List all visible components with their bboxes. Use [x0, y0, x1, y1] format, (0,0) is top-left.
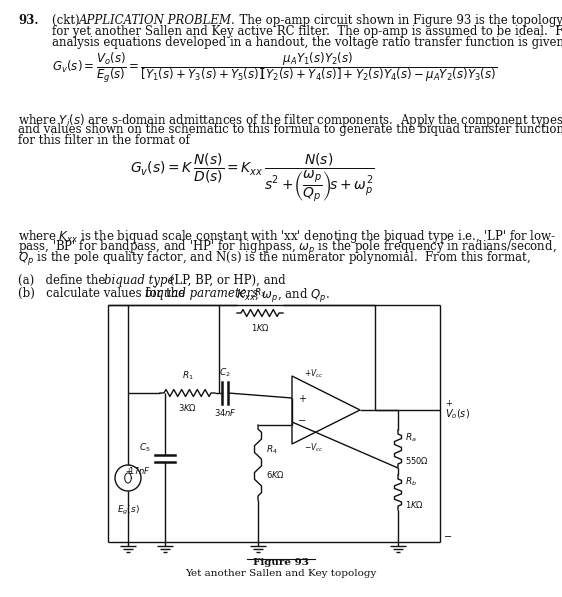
Text: $1K\Omega$: $1K\Omega$ — [251, 322, 269, 333]
Text: $R_a$: $R_a$ — [405, 432, 417, 444]
Text: +: + — [125, 466, 131, 475]
Text: biquad parameters: biquad parameters — [145, 287, 259, 300]
Text: Figure 93: Figure 93 — [253, 558, 309, 567]
Text: $17nF$: $17nF$ — [128, 464, 151, 475]
Text: $Q_p$ is the pole quality factor, and N(s) is the numerator polynomial.  From th: $Q_p$ is the pole quality factor, and N(… — [18, 250, 531, 268]
Text: −: − — [298, 416, 306, 426]
Text: $V_o(s)$: $V_o(s)$ — [445, 407, 470, 421]
Text: (LP, BP, or HP), and: (LP, BP, or HP), and — [166, 274, 285, 287]
Text: $K_{xx}$, $\omega_p$, and $Q_p$.: $K_{xx}$, $\omega_p$, and $Q_p$. — [233, 287, 330, 305]
Text: (a)   define the: (a) define the — [18, 274, 109, 287]
Text: $1K\Omega$: $1K\Omega$ — [405, 498, 424, 509]
Text: $34nF$: $34nF$ — [214, 407, 237, 418]
Text: $R_b$: $R_b$ — [405, 475, 417, 488]
Text: where $Y_i(s)$ are s-domain admittances of the filter components.  Apply the com: where $Y_i(s)$ are s-domain admittances … — [18, 112, 562, 129]
Text: The op-amp circuit shown in Figure 93 is the topology: The op-amp circuit shown in Figure 93 is… — [232, 14, 562, 27]
Text: (ckt): (ckt) — [52, 14, 83, 27]
Text: $550\Omega$: $550\Omega$ — [405, 455, 429, 466]
Text: $E_g(s)$: $E_g(s)$ — [116, 504, 139, 517]
Text: +: + — [445, 399, 452, 408]
Text: for yet another Sallen and Key active RC filter.  The op-amp is assumed to be id: for yet another Sallen and Key active RC… — [52, 25, 562, 38]
Text: pass, 'BP' for bandpass, and 'HP' for highpass, $\omega_p$ is the pole frequency: pass, 'BP' for bandpass, and 'HP' for hi… — [18, 239, 557, 257]
Text: and values shown on the schematic to this formula to generate the biquad transfe: and values shown on the schematic to thi… — [18, 123, 562, 136]
Text: $R_4$: $R_4$ — [266, 444, 278, 457]
Text: $C_2$: $C_2$ — [219, 367, 231, 379]
Text: Yet another Sallen and Key topology: Yet another Sallen and Key topology — [185, 569, 377, 578]
Text: 93.: 93. — [18, 14, 39, 27]
Text: $3K\Omega$: $3K\Omega$ — [178, 402, 197, 413]
Text: for this filter in the format of: for this filter in the format of — [18, 134, 190, 147]
Text: $R_1$: $R_1$ — [182, 370, 193, 382]
Text: +: + — [298, 394, 306, 404]
Text: APPLICATION PROBLEM.: APPLICATION PROBLEM. — [79, 14, 235, 27]
Text: $G_{\mathit{v}}(s) = K\,\dfrac{N(s)}{D(s)} = K_{xx}\,\dfrac{N(s)}{s^2 + \!\left(: $G_{\mathit{v}}(s) = K\,\dfrac{N(s)}{D(s… — [130, 152, 375, 204]
Text: analysis equations developed in a handout, the voltage ratio transfer function i: analysis equations developed in a handou… — [52, 36, 562, 49]
Text: $-V_{cc}$: $-V_{cc}$ — [304, 442, 324, 454]
Text: where $K_{xx}$ is the biquad scale constant with 'xx' denoting the biquad type i: where $K_{xx}$ is the biquad scale const… — [18, 228, 556, 245]
Text: (b)   calculate values for the: (b) calculate values for the — [18, 287, 189, 300]
Text: $6K\Omega$: $6K\Omega$ — [266, 469, 285, 479]
Text: $G_{\mathit{v}}(s) = \dfrac{V_o(s)}{E_g(s)} = \dfrac{\mu_A Y_1(s)Y_2(s)}{\left[Y: $G_{\mathit{v}}(s) = \dfrac{V_o(s)}{E_g(… — [52, 51, 497, 85]
Text: $R_3$: $R_3$ — [254, 287, 266, 299]
Text: $+V_{cc}$: $+V_{cc}$ — [304, 368, 324, 380]
Text: biquad type: biquad type — [104, 274, 174, 287]
Text: $C_5$: $C_5$ — [139, 442, 151, 454]
Text: −: − — [444, 532, 452, 542]
